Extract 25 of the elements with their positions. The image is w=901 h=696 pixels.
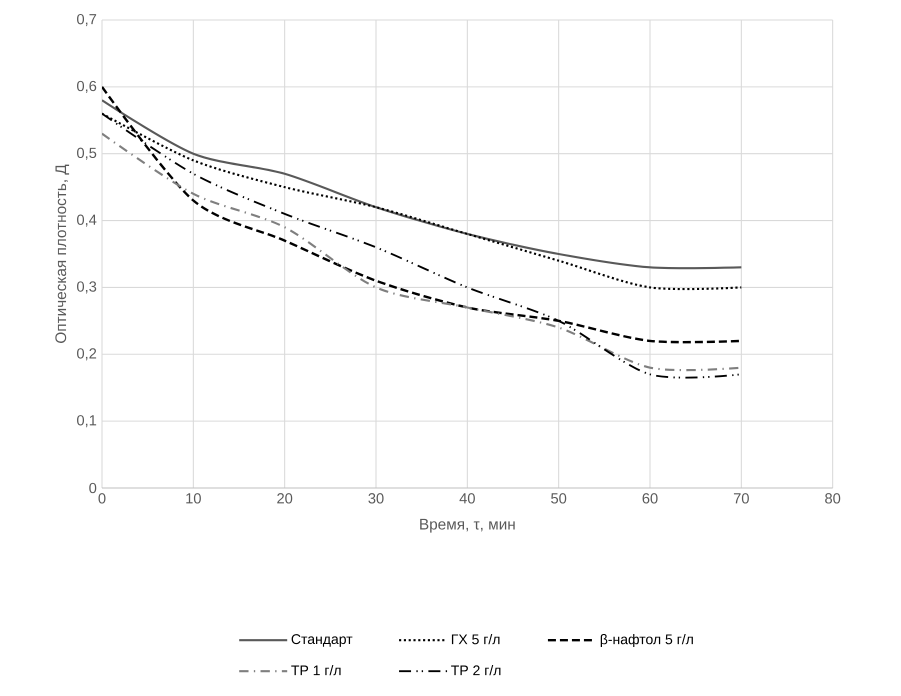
legend-label: β-нафтол 5 г/л bbox=[600, 634, 693, 648]
x-tick-label: 60 bbox=[642, 493, 658, 504]
legend-label: ТР 2 г/л bbox=[451, 665, 500, 676]
y-tick-label: 0,5 bbox=[77, 148, 96, 160]
x-tick-label: 0 bbox=[98, 493, 106, 504]
legend-label: ТР 1 г/л bbox=[291, 665, 341, 676]
legend-label: ГХ 5 г/л bbox=[452, 634, 500, 644]
legend-label: Стандарт bbox=[292, 634, 352, 647]
x-tick-label: 70 bbox=[734, 493, 749, 504]
x-tick-label: 10 bbox=[186, 493, 201, 504]
y-tick-label: 0,2 bbox=[77, 348, 96, 360]
y-tick-label: 0,4 bbox=[77, 214, 96, 227]
x-axis-title: Время, τ, мин bbox=[420, 518, 515, 533]
x-tick-label: 40 bbox=[460, 493, 475, 504]
y-axis-title: Оптическая плотность, Д bbox=[55, 164, 70, 343]
y-tick-label: 0,6 bbox=[77, 80, 96, 93]
y-tick-label: 0,3 bbox=[77, 281, 96, 294]
x-tick-label: 80 bbox=[825, 493, 840, 504]
x-tick-label: 20 bbox=[277, 493, 292, 504]
y-tick-label: 0,1 bbox=[77, 415, 96, 428]
y-tick-label: 0 bbox=[89, 482, 96, 494]
x-tick-label: 30 bbox=[368, 493, 384, 504]
x-tick-label: 50 bbox=[551, 493, 566, 504]
line-series bbox=[102, 99, 742, 270]
y-tick-label: 0,7 bbox=[77, 14, 96, 26]
